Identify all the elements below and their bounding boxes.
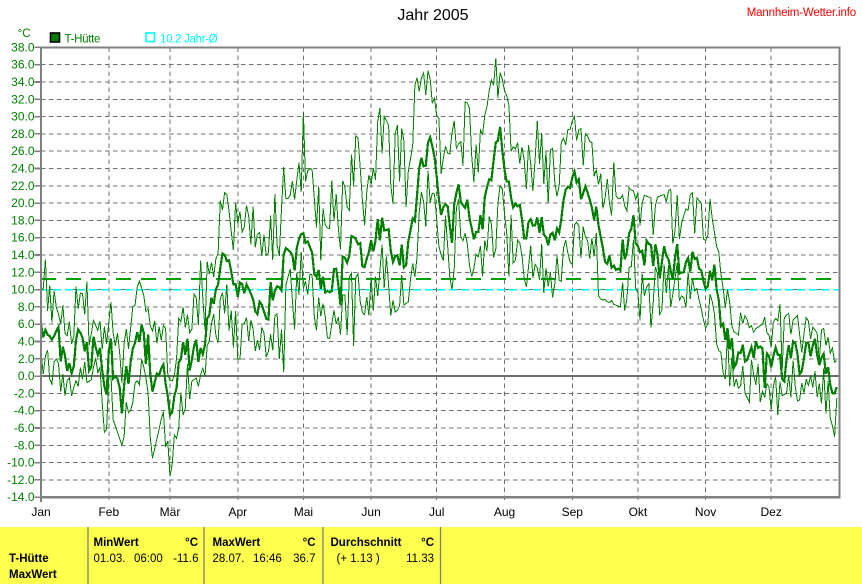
svg-text:36.7: 36.7: [293, 553, 315, 565]
svg-text:Jan: Jan: [31, 505, 50, 519]
svg-text:-2.0: -2.0: [14, 386, 35, 400]
svg-text:Durchschnitt: Durchschnitt: [331, 537, 402, 549]
svg-text:36.0: 36.0: [11, 58, 35, 72]
svg-text:-12.0: -12.0: [7, 473, 35, 487]
svg-text:Apr: Apr: [228, 505, 247, 519]
svg-text:°C: °C: [421, 537, 434, 549]
svg-text:16:46: 16:46: [253, 553, 282, 565]
svg-text:-11.6: -11.6: [173, 553, 198, 565]
svg-text:T-Hütte: T-Hütte: [9, 553, 49, 565]
svg-text:°C: °C: [185, 537, 198, 549]
svg-text:-10.0: -10.0: [7, 456, 35, 470]
svg-text:06:00: 06:00: [134, 553, 163, 565]
svg-text:38.0: 38.0: [11, 40, 35, 54]
svg-text:20.0: 20.0: [11, 196, 35, 210]
svg-text:Mär: Mär: [160, 505, 181, 519]
svg-text:24.0: 24.0: [11, 162, 35, 176]
svg-text:30.0: 30.0: [11, 110, 35, 124]
svg-text:(+ 1.13 ): (+ 1.13 ): [337, 553, 380, 565]
svg-text:Jul: Jul: [429, 505, 444, 519]
svg-text:Aug: Aug: [494, 505, 515, 519]
svg-text:6.0: 6.0: [18, 317, 35, 331]
svg-text:12.0: 12.0: [11, 265, 35, 279]
svg-text:22.0: 22.0: [11, 179, 35, 193]
svg-text:28.07.: 28.07.: [213, 553, 245, 565]
svg-text:8.0: 8.0: [18, 300, 35, 314]
svg-text:16.0: 16.0: [11, 231, 35, 245]
svg-text:MaxWert: MaxWert: [9, 569, 57, 581]
svg-text:0.0: 0.0: [18, 369, 35, 383]
svg-text:Mannheim-Wetter.info: Mannheim-Wetter.info: [747, 7, 856, 19]
svg-text:2.0: 2.0: [18, 352, 35, 366]
svg-text:Okt: Okt: [629, 505, 648, 519]
svg-text:32.0: 32.0: [11, 92, 35, 106]
svg-text:14.0: 14.0: [11, 248, 35, 262]
svg-text:°C: °C: [18, 28, 31, 40]
svg-text:-8.0: -8.0: [14, 438, 35, 452]
svg-text:26.0: 26.0: [11, 144, 35, 158]
svg-text:Mai: Mai: [294, 505, 313, 519]
svg-text:-14.0: -14.0: [7, 490, 35, 504]
svg-text:11.33: 11.33: [406, 553, 434, 565]
svg-text:10.2 Jahr-Ø: 10.2 Jahr-Ø: [160, 34, 218, 46]
svg-text:Dez: Dez: [761, 505, 782, 519]
svg-text:MaxWert: MaxWert: [213, 537, 261, 549]
svg-text:°C: °C: [303, 537, 316, 549]
svg-text:01.03.: 01.03.: [94, 553, 126, 565]
svg-text:Sep: Sep: [562, 505, 584, 519]
svg-text:Jahr 2005: Jahr 2005: [397, 7, 468, 24]
svg-text:Jun: Jun: [361, 505, 380, 519]
svg-text:Nov: Nov: [695, 505, 716, 519]
svg-text:Feb: Feb: [98, 505, 119, 519]
svg-text:-4.0: -4.0: [14, 404, 35, 418]
svg-text:10.0: 10.0: [11, 283, 35, 297]
svg-text:MinWert: MinWert: [94, 537, 139, 549]
svg-text:34.0: 34.0: [11, 75, 35, 89]
svg-text:4.0: 4.0: [18, 335, 35, 349]
svg-text:18.0: 18.0: [11, 213, 35, 227]
svg-text:28.0: 28.0: [11, 127, 35, 141]
svg-text:-6.0: -6.0: [14, 421, 35, 435]
svg-text:T-Hütte: T-Hütte: [65, 34, 101, 46]
